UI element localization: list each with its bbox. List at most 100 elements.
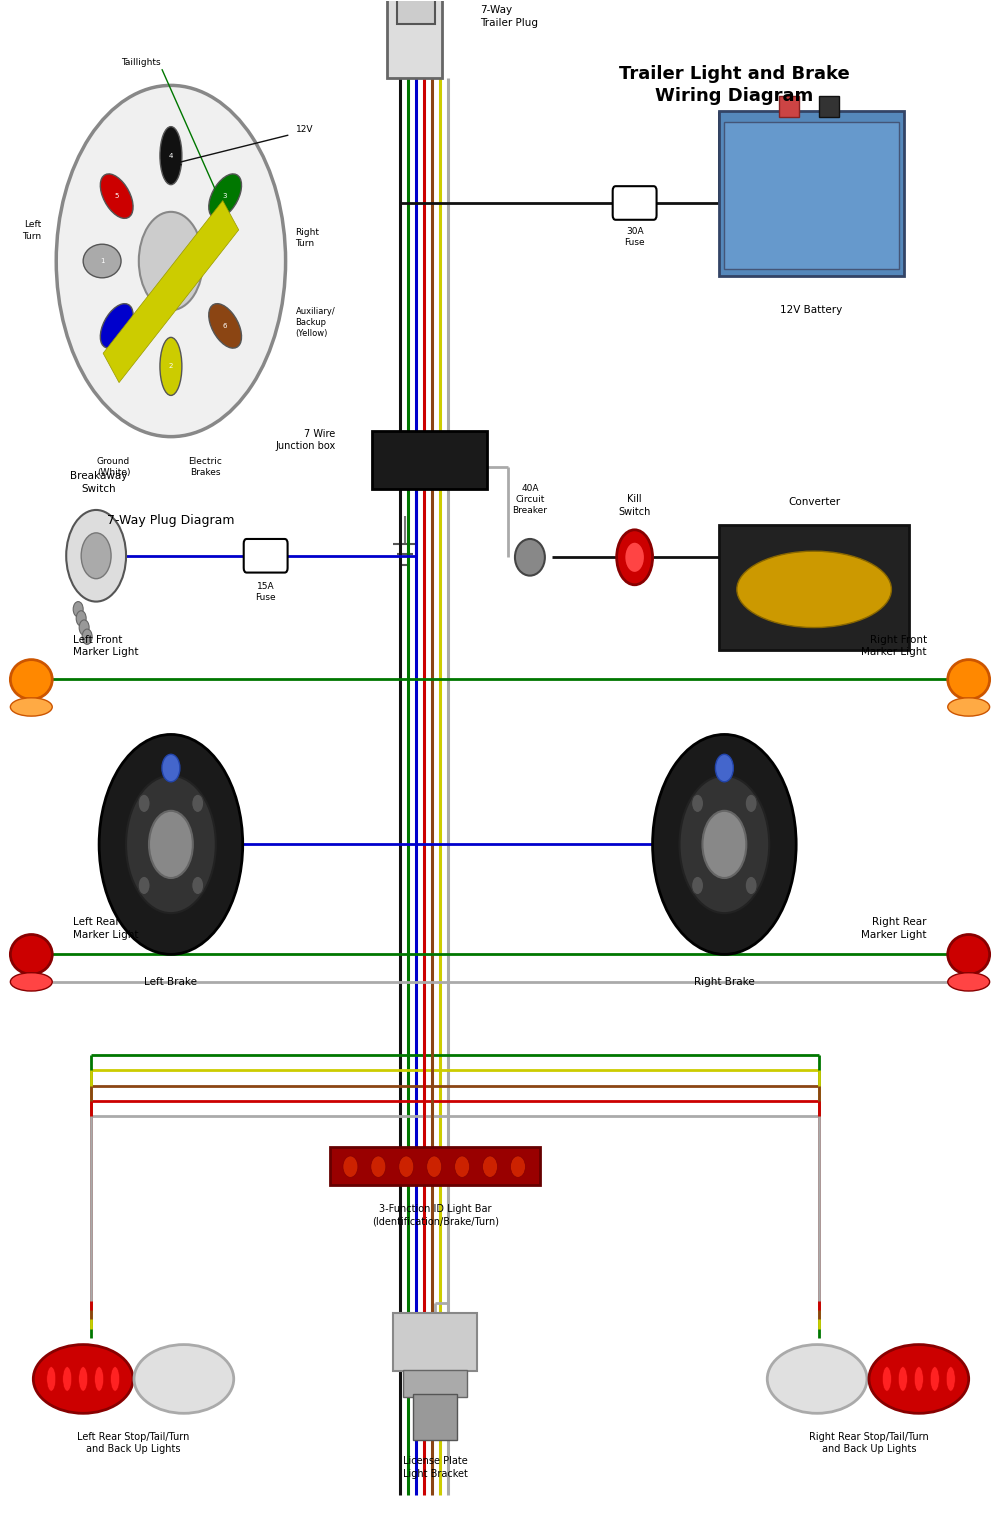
Ellipse shape — [371, 1157, 386, 1178]
Bar — [372, 430, 487, 488]
Text: 15A
Fuse: 15A Fuse — [255, 583, 276, 603]
Ellipse shape — [948, 659, 990, 699]
Text: Right Brake: Right Brake — [694, 976, 755, 987]
Circle shape — [745, 794, 757, 812]
Circle shape — [99, 734, 243, 955]
Circle shape — [702, 811, 746, 878]
Ellipse shape — [946, 1366, 955, 1391]
Ellipse shape — [134, 1345, 234, 1414]
Circle shape — [56, 86, 286, 436]
Ellipse shape — [399, 1157, 414, 1178]
Bar — [330, 1148, 540, 1186]
Text: 12V: 12V — [296, 125, 313, 133]
Text: Left Brake: Left Brake — [144, 976, 197, 987]
Text: Converter: Converter — [788, 497, 840, 508]
Ellipse shape — [209, 303, 242, 349]
Ellipse shape — [10, 973, 52, 991]
Circle shape — [76, 610, 86, 626]
Bar — [393, 1313, 477, 1371]
Ellipse shape — [455, 1157, 470, 1178]
Ellipse shape — [483, 1157, 498, 1178]
Ellipse shape — [100, 174, 133, 219]
Text: 6: 6 — [223, 323, 227, 329]
Bar — [779, 96, 799, 118]
Ellipse shape — [47, 1366, 56, 1391]
Text: Ground
(White): Ground (White) — [97, 457, 130, 477]
Text: Left Rear
Marker Light: Left Rear Marker Light — [73, 916, 139, 939]
Text: Trailer Light and Brake
Wiring Diagram: Trailer Light and Brake Wiring Diagram — [619, 66, 850, 106]
Text: 1: 1 — [100, 259, 104, 265]
Text: 2: 2 — [169, 364, 173, 369]
Text: 3-Function ID Light Bar
(Identification/Brake/Turn): 3-Function ID Light Bar (Identification/… — [372, 1204, 499, 1227]
Circle shape — [66, 509, 126, 601]
Text: 5: 5 — [115, 193, 119, 199]
Text: Right Rear
Marker Light: Right Rear Marker Light — [861, 916, 927, 939]
Ellipse shape — [869, 1345, 969, 1414]
Bar — [719, 525, 909, 650]
Text: Breakaway
Switch: Breakaway Switch — [70, 471, 128, 494]
Ellipse shape — [33, 1345, 133, 1414]
Bar — [724, 122, 899, 269]
Circle shape — [138, 794, 150, 812]
Ellipse shape — [427, 1157, 442, 1178]
Ellipse shape — [79, 1366, 88, 1391]
Circle shape — [73, 601, 83, 617]
Text: Electric
Brakes: Electric Brakes — [188, 457, 222, 477]
Text: 7-Way
Trailer Plug: 7-Way Trailer Plug — [480, 6, 538, 28]
Circle shape — [139, 211, 203, 311]
Ellipse shape — [209, 174, 242, 219]
Circle shape — [745, 877, 757, 895]
Circle shape — [692, 877, 704, 895]
Circle shape — [162, 754, 180, 782]
Ellipse shape — [63, 1366, 72, 1391]
Text: Right
Turn: Right Turn — [296, 228, 320, 248]
FancyBboxPatch shape — [244, 539, 288, 572]
Ellipse shape — [767, 1345, 867, 1414]
Text: 40A
Circuit
Breaker: 40A Circuit Breaker — [512, 483, 547, 516]
Text: Left Rear Stop/Tail/Turn
and Back Up Lights: Left Rear Stop/Tail/Turn and Back Up Lig… — [77, 1432, 189, 1455]
Text: 4: 4 — [169, 153, 173, 159]
Text: 7-Way Plug Diagram: 7-Way Plug Diagram — [107, 514, 235, 528]
Ellipse shape — [95, 1366, 104, 1391]
Ellipse shape — [515, 539, 545, 575]
FancyArrow shape — [103, 200, 239, 382]
Bar — [819, 96, 839, 118]
Ellipse shape — [160, 127, 182, 185]
Circle shape — [692, 794, 704, 812]
Text: Right Front
Marker Light: Right Front Marker Light — [861, 635, 927, 656]
Circle shape — [126, 776, 216, 913]
Circle shape — [79, 620, 89, 635]
Ellipse shape — [510, 1157, 525, 1178]
Circle shape — [625, 542, 645, 572]
Circle shape — [680, 776, 769, 913]
Text: Left
Turn: Left Turn — [22, 220, 41, 240]
Ellipse shape — [930, 1366, 939, 1391]
Text: 30A
Fuse: 30A Fuse — [624, 226, 645, 246]
Bar — [719, 112, 904, 277]
Text: Right Rear Stop/Tail/Turn
and Back Up Lights: Right Rear Stop/Tail/Turn and Back Up Li… — [809, 1432, 929, 1455]
Circle shape — [138, 877, 150, 895]
Circle shape — [617, 529, 653, 584]
Ellipse shape — [898, 1366, 907, 1391]
Ellipse shape — [948, 935, 990, 975]
Ellipse shape — [737, 551, 891, 627]
Text: Left Front
Marker Light: Left Front Marker Light — [73, 635, 139, 656]
Circle shape — [81, 532, 111, 578]
Text: 7 Wire
Junction box: 7 Wire Junction box — [275, 428, 335, 451]
FancyBboxPatch shape — [613, 187, 657, 220]
Ellipse shape — [948, 698, 990, 716]
Ellipse shape — [948, 973, 990, 991]
Circle shape — [192, 794, 204, 812]
Text: Auxiliary/
Backup
(Yellow): Auxiliary/ Backup (Yellow) — [296, 306, 335, 338]
Bar — [403, 1369, 467, 1397]
Ellipse shape — [914, 1366, 923, 1391]
Ellipse shape — [83, 245, 121, 278]
Circle shape — [192, 877, 204, 895]
Ellipse shape — [111, 1366, 120, 1391]
Ellipse shape — [160, 338, 182, 395]
Text: 12V Battery: 12V Battery — [780, 304, 842, 315]
Circle shape — [82, 629, 92, 644]
Ellipse shape — [100, 303, 133, 349]
Text: 3: 3 — [223, 193, 227, 199]
Ellipse shape — [10, 698, 52, 716]
